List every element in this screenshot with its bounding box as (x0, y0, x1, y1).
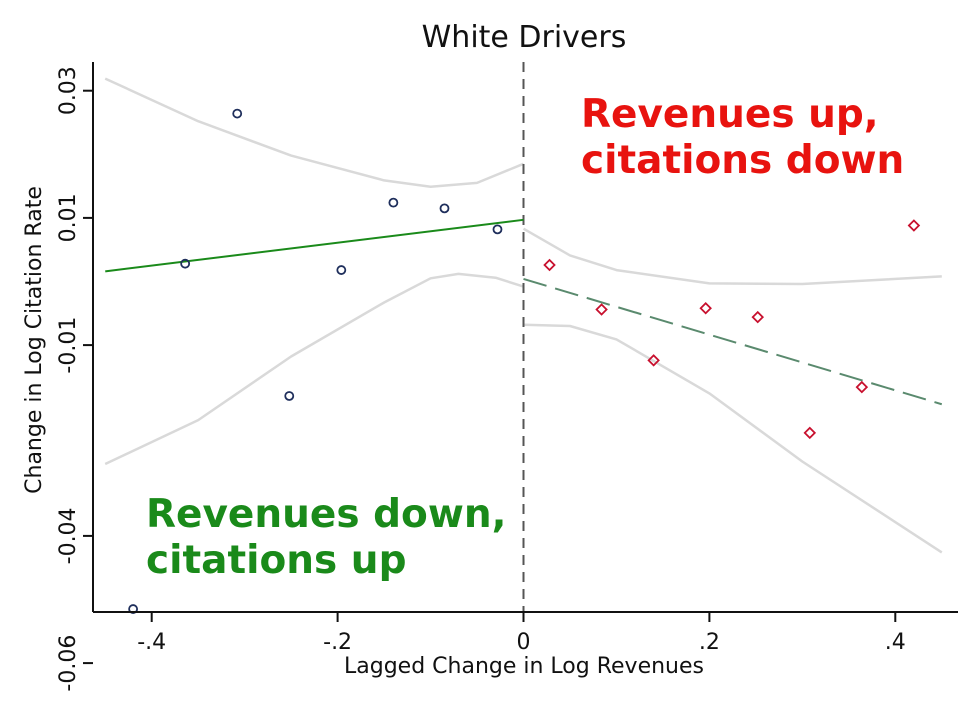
x-tick-label: -.4 (137, 630, 166, 655)
scatter-point-diamond (751, 310, 765, 324)
annotation-text: Revenues down, (146, 492, 506, 537)
x-tick-label: -.2 (323, 630, 352, 655)
axes: -.4 -.2 0 .2 .4 0.03 0.01 -0.01 -0.04 -0.06 (56, 62, 958, 692)
scatter-point-circle (492, 224, 503, 235)
scatter-point-circle (439, 203, 450, 214)
scatter-point-circle (180, 258, 191, 269)
data-points (128, 108, 921, 614)
fit-line-left (105, 218, 524, 273)
y-tick-label: 0.01 (56, 193, 81, 242)
y-tick-label: -0.01 (56, 317, 81, 374)
confidence-band-left-lower (104, 272, 524, 466)
confidence-bands (104, 77, 943, 554)
confidence-band-left-upper (104, 77, 524, 188)
scatter-point-circle (388, 197, 399, 208)
scatter-point-diamond (647, 354, 660, 367)
x-tick-label: .2 (699, 630, 720, 655)
annotation-text: citations up (146, 538, 407, 583)
chart-title: White Drivers (422, 20, 627, 55)
scatter-point-diamond (595, 303, 608, 316)
annotation-text: Revenues up, (581, 92, 879, 137)
scatter-point-diamond (803, 426, 817, 440)
x-tick-label: 0 (517, 630, 531, 655)
x-tick-label: .4 (885, 630, 906, 655)
x-axis-title: Lagged Change in Log Revenues (344, 654, 704, 679)
annotations: Revenues up,citations down Revenues down,… (146, 92, 904, 583)
y-axis-title: Change in Log Citation Rate (22, 186, 47, 494)
scatter-point-circle (232, 108, 243, 119)
confidence-band-right-lower (523, 323, 943, 554)
scatter-point-circle (128, 604, 139, 614)
scatter-point-diamond (543, 258, 556, 272)
fit-line-right (523, 277, 943, 406)
y-tick-label: -0.06 (56, 635, 81, 692)
y-tick-label: -0.04 (56, 507, 81, 564)
scatter-point-diamond (907, 219, 921, 232)
scatter-point-circle (284, 391, 295, 401)
scatter-point-diamond (699, 301, 712, 315)
fit-lines (105, 218, 943, 406)
y-tick-label: 0.03 (56, 66, 81, 115)
annotation-text: citations down (581, 138, 904, 183)
scatter-point-circle (336, 265, 347, 275)
scatter-point-diamond (855, 380, 869, 394)
confidence-band-right-upper (522, 227, 942, 286)
